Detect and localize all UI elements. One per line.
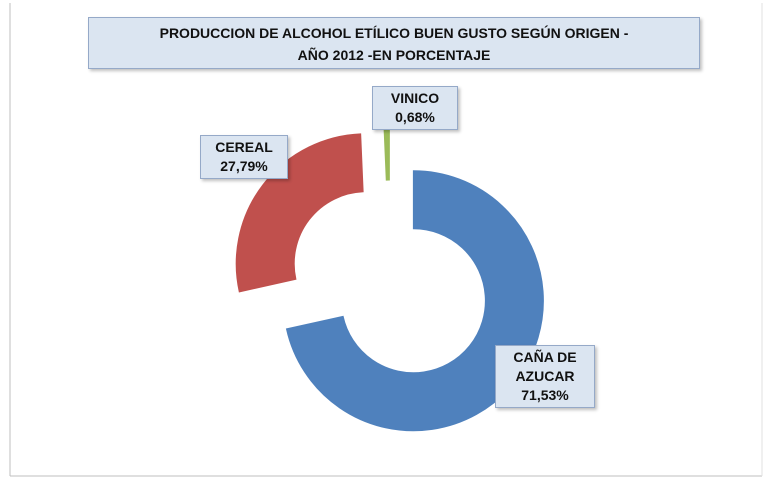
data-label: CEREAL 27,79%: [200, 135, 288, 179]
wedge: [235, 133, 364, 293]
category-label: VINICO: [390, 90, 440, 106]
data-label: VINICO 0,68%: [372, 86, 458, 130]
data-label: CAÑA DE AZUCAR 71,53%: [495, 345, 595, 408]
title-line: AÑO 2012 -EN PORCENTAJE: [297, 47, 491, 63]
value-label: 0,68%: [395, 109, 435, 125]
chart-title: PRODUCCION DE ALCOHOL ETÍLICO BUEN GUSTO…: [88, 17, 700, 69]
title-line: PRODUCCION DE ALCOHOL ETÍLICO BUEN GUSTO…: [159, 25, 629, 41]
wedge: [285, 170, 544, 432]
value-label: 71,53%: [521, 387, 569, 403]
value-label: 27,79%: [220, 158, 268, 174]
wedge: [383, 121, 390, 181]
category-label: CEREAL: [215, 139, 273, 155]
category-label: CAÑA DE AZUCAR: [513, 349, 577, 384]
